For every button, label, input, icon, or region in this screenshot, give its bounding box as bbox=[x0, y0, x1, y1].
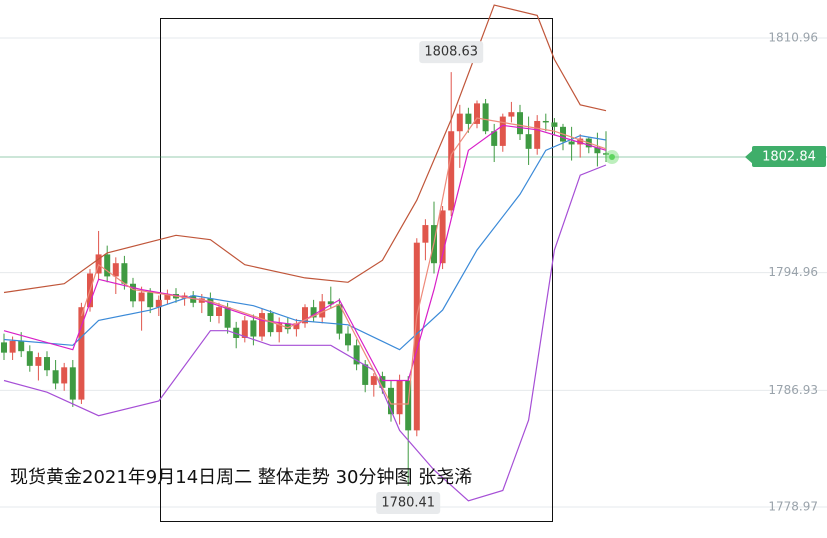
candle-body bbox=[370, 376, 377, 385]
candle-body bbox=[78, 307, 85, 400]
candle-body bbox=[233, 327, 240, 338]
candle-body bbox=[388, 387, 394, 415]
indicator-line bbox=[3, 124, 607, 382]
candle-body bbox=[61, 367, 68, 384]
candle-body bbox=[439, 210, 446, 264]
last-price-tag-arrow bbox=[745, 150, 753, 165]
candle-body bbox=[577, 138, 584, 145]
candle-body bbox=[422, 225, 429, 243]
candle-body bbox=[534, 120, 541, 149]
last-price-tag bbox=[752, 146, 826, 168]
candle-body bbox=[259, 313, 265, 337]
indicator-line bbox=[3, 134, 607, 351]
candle-body bbox=[52, 370, 59, 384]
candle-body bbox=[293, 323, 300, 330]
annotation-box bbox=[419, 41, 484, 64]
candle-body bbox=[353, 345, 360, 365]
last-price-dot bbox=[609, 154, 615, 161]
candle-body bbox=[155, 299, 162, 308]
candle-body bbox=[525, 134, 532, 149]
candle-body bbox=[207, 298, 214, 316]
candle-body bbox=[250, 320, 257, 337]
candle-body bbox=[508, 112, 515, 117]
candle-body bbox=[138, 292, 145, 302]
candle-body bbox=[345, 333, 351, 346]
candle-body bbox=[499, 116, 506, 146]
candle-body bbox=[35, 357, 42, 366]
candle-body bbox=[147, 292, 154, 308]
indicator-line bbox=[3, 4, 607, 294]
candle-body bbox=[284, 323, 291, 330]
candle-body bbox=[104, 254, 111, 277]
candle-body bbox=[26, 351, 33, 366]
candle-body bbox=[18, 340, 25, 352]
candle-body bbox=[130, 283, 136, 302]
y-tick-label: 1810.96 bbox=[768, 30, 818, 44]
candle-body bbox=[551, 122, 558, 127]
y-tick-label: 1786.93 bbox=[768, 383, 818, 397]
candle-body bbox=[517, 112, 523, 135]
candle-body bbox=[216, 307, 222, 316]
candle-body bbox=[336, 304, 343, 334]
candle-body bbox=[224, 307, 231, 328]
candle-body bbox=[310, 307, 317, 318]
candle-body bbox=[164, 294, 171, 300]
chart-title: 现货黄金2021年9月14日周二 整体走势 30分钟图 张尧浠 bbox=[10, 467, 472, 488]
candle-body bbox=[44, 357, 50, 371]
candle-body bbox=[1, 342, 7, 353]
candle-body bbox=[241, 320, 248, 338]
candle-body bbox=[112, 263, 119, 277]
candle-body bbox=[482, 103, 489, 132]
grid bbox=[0, 37, 827, 508]
candle-body bbox=[405, 380, 412, 431]
annotation-label: 1780.41 bbox=[381, 495, 435, 510]
indicator-line bbox=[3, 164, 607, 502]
y-tick-label: 1794.96 bbox=[768, 265, 818, 279]
candle-body bbox=[474, 103, 480, 124]
candle-body bbox=[302, 307, 308, 324]
annotation-label: 1808.63 bbox=[424, 45, 478, 60]
candle-body bbox=[121, 263, 128, 284]
candle-body bbox=[568, 141, 575, 145]
candle-body bbox=[362, 364, 369, 385]
candle-body bbox=[95, 254, 102, 274]
highlight-box bbox=[160, 18, 553, 522]
candle-body bbox=[413, 242, 420, 431]
candle-body bbox=[456, 113, 463, 132]
candle-body bbox=[542, 120, 549, 123]
annotation-box bbox=[376, 491, 441, 514]
candle-body bbox=[594, 147, 601, 154]
candle-body bbox=[69, 367, 76, 400]
last-price-label: 1802.84 bbox=[762, 150, 816, 165]
candle-body bbox=[448, 131, 455, 211]
candle-body bbox=[9, 340, 16, 353]
candle-body bbox=[379, 376, 386, 388]
candle-body bbox=[396, 380, 403, 415]
candle-body bbox=[465, 113, 472, 124]
candle-body bbox=[491, 131, 498, 146]
candle-body bbox=[267, 313, 274, 333]
candle-body bbox=[327, 301, 334, 305]
candle-body bbox=[276, 323, 283, 333]
indicator-line bbox=[80, 117, 607, 405]
y-tick-label: 1778.97 bbox=[768, 500, 818, 514]
